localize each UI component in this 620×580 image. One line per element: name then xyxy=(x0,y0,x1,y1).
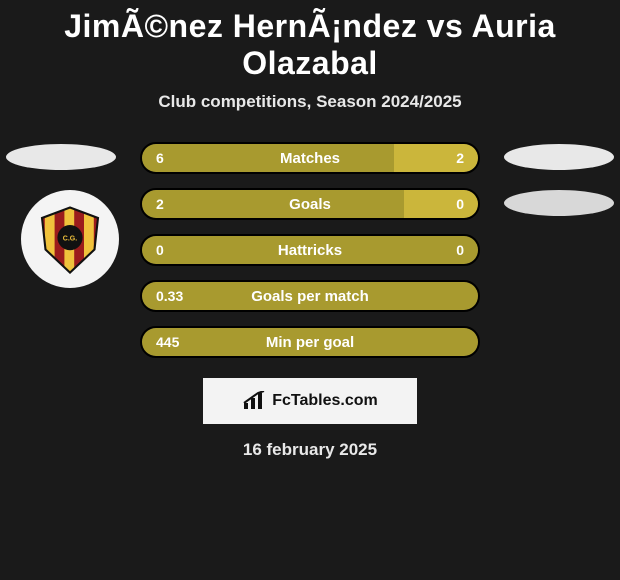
stat-bars: 62Matches 20Goals 00Hattricks 0.33Goals per… xyxy=(140,142,480,358)
player-right-placeholder xyxy=(504,144,614,170)
brand-badge: FcTables.com xyxy=(203,378,417,424)
page-title: JimÃ©nez HernÃ¡ndez vs Auria Olazabal xyxy=(0,0,620,82)
chart-icon xyxy=(242,391,266,411)
stat-label: Min per goal xyxy=(142,334,478,351)
brand-text: FcTables.com xyxy=(272,392,378,410)
stat-row: 0.33Goals per match xyxy=(140,280,480,312)
crest-icon: C.G. xyxy=(35,204,105,274)
stat-label: Goals xyxy=(142,196,478,213)
stat-row: 00Hattricks xyxy=(140,234,480,266)
subtitle: Club competitions, Season 2024/2025 xyxy=(0,92,620,112)
svg-text:C.G.: C.G. xyxy=(63,235,77,242)
stat-label: Matches xyxy=(142,150,478,167)
stat-row: 62Matches xyxy=(140,142,480,174)
stat-label: Goals per match xyxy=(142,288,478,305)
date-text: 16 february 2025 xyxy=(0,440,620,460)
stat-label: Hattricks xyxy=(142,242,478,259)
team-crest-logo: C.G. xyxy=(21,190,119,288)
stat-row: 20Goals xyxy=(140,188,480,220)
stat-row: 445Min per goal xyxy=(140,326,480,358)
comparison-content: C.G. 62Matches 20Goals 00Hattricks 0.33Goal… xyxy=(0,142,620,460)
player-left-placeholder xyxy=(6,144,116,170)
player-right-placeholder-2 xyxy=(504,190,614,216)
